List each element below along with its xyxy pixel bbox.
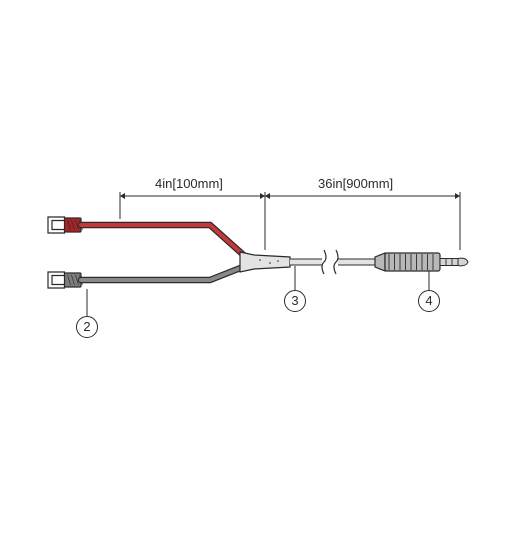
dimension-label-2: 36in[900mm] <box>318 176 393 191</box>
dimension-label-1: 4in[100mm] <box>155 176 223 191</box>
callout-4: 4 <box>418 290 440 312</box>
callout-3: 3 <box>284 290 306 312</box>
callout-2: 2 <box>76 316 98 338</box>
cable-diagram <box>0 0 520 540</box>
